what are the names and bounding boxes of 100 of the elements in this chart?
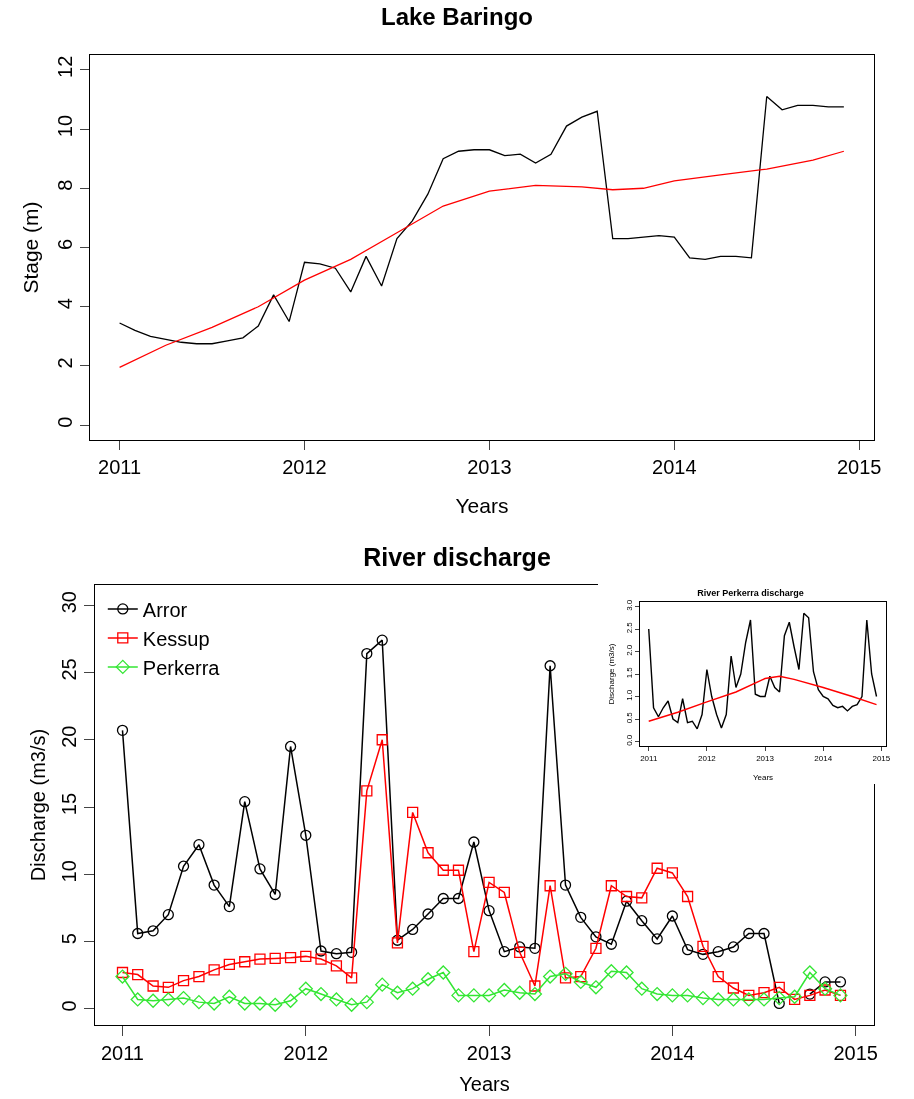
- x-tick-label: 2015: [833, 1042, 878, 1064]
- point: [422, 908, 434, 920]
- point: [773, 997, 785, 1010]
- point: [193, 839, 205, 851]
- point: [390, 985, 405, 1000]
- point: [254, 863, 266, 875]
- line-series: [648, 612, 878, 730]
- y-axis-title: Stage (m): [19, 201, 42, 294]
- point: [376, 734, 388, 746]
- point: [590, 931, 602, 943]
- point: [514, 941, 526, 953]
- point: [727, 982, 740, 994]
- y-tick-label: 30: [58, 591, 80, 614]
- legend-label: Arror: [142, 598, 188, 621]
- point: [681, 944, 694, 956]
- point: [315, 945, 327, 957]
- point: [313, 986, 329, 1002]
- point: [283, 993, 298, 1008]
- point: [819, 976, 831, 988]
- point: [452, 864, 465, 876]
- point: [498, 946, 510, 958]
- x-tick-label: 2014: [652, 456, 697, 478]
- line-series: [118, 150, 845, 369]
- point: [284, 952, 297, 964]
- point: [239, 956, 251, 968]
- point: [834, 976, 847, 988]
- point: [130, 992, 145, 1007]
- point: [756, 992, 772, 1007]
- point: [743, 927, 755, 940]
- point: [330, 948, 343, 960]
- x-tick-label: 2011: [98, 456, 142, 478]
- x-tick-label: 2015: [836, 456, 882, 478]
- point: [681, 890, 694, 903]
- y-tick-label: 25: [58, 658, 80, 681]
- y-tick-label: 1.5: [624, 666, 634, 679]
- point: [269, 952, 281, 965]
- point: [361, 647, 373, 660]
- y-tick-label: 6: [54, 238, 76, 251]
- point: [147, 980, 159, 992]
- x-tick-label: 2013: [756, 753, 775, 763]
- point: [650, 986, 665, 1002]
- point: [132, 968, 144, 981]
- y-tick-label: 12: [54, 55, 76, 78]
- x-axis-title: Years: [455, 494, 509, 517]
- x-tick-label: 2014: [814, 753, 833, 763]
- y-tick-label: 2.5: [624, 621, 634, 634]
- point: [466, 988, 482, 1003]
- point: [802, 965, 817, 980]
- point: [132, 927, 144, 940]
- point: [620, 890, 633, 903]
- point: [115, 969, 130, 984]
- point: [452, 892, 465, 905]
- x-tick-label: 2011: [100, 1042, 144, 1064]
- point: [651, 933, 663, 945]
- point: [712, 946, 724, 958]
- point: [559, 972, 572, 984]
- point: [773, 981, 785, 993]
- point: [697, 948, 709, 961]
- point: [437, 892, 449, 905]
- point: [680, 988, 695, 1003]
- y-tick-label: 0.0: [624, 734, 634, 746]
- point: [147, 925, 159, 937]
- point: [269, 888, 281, 901]
- y-tick-label: 0.5: [624, 711, 634, 724]
- x-tick-label: 2014: [650, 1042, 695, 1064]
- point: [145, 993, 161, 1008]
- point: [575, 970, 587, 983]
- point: [436, 965, 451, 980]
- point: [329, 992, 344, 1007]
- line-series: [118, 95, 845, 345]
- point: [604, 964, 619, 979]
- point: [284, 740, 297, 753]
- x-tick-label: 2012: [697, 753, 717, 763]
- point: [237, 996, 252, 1011]
- point: [544, 660, 556, 672]
- point: [711, 992, 726, 1007]
- point: [298, 981, 313, 996]
- point: [772, 990, 787, 1006]
- point: [345, 972, 358, 984]
- point: [529, 980, 541, 992]
- point: [514, 946, 526, 958]
- point: [483, 876, 495, 889]
- legend-label: Perkerra: [142, 656, 221, 679]
- y-axis-title: Discharge (m3/s): [27, 728, 49, 882]
- point: [575, 911, 587, 923]
- x-tick-label: 2013: [467, 456, 512, 478]
- point: [481, 988, 497, 1003]
- point: [344, 997, 359, 1012]
- point: [544, 880, 556, 892]
- point: [254, 953, 266, 965]
- point: [788, 993, 801, 1006]
- point: [177, 974, 190, 987]
- point: [636, 915, 648, 927]
- point: [695, 990, 711, 1006]
- point: [361, 785, 373, 797]
- point: [527, 986, 543, 1002]
- point: [375, 977, 390, 992]
- x-axis-title: Years: [459, 1073, 510, 1095]
- point: [116, 724, 129, 736]
- point: [252, 996, 268, 1011]
